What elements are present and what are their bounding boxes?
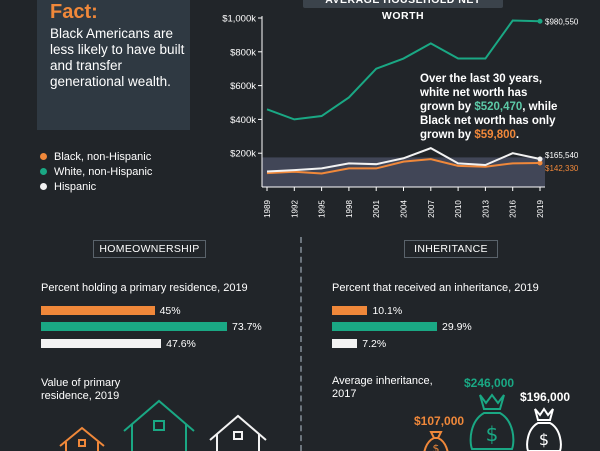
x-tick-label: 1989 xyxy=(263,200,272,218)
homeownership-bar-black xyxy=(41,306,155,315)
x-tick-label: 2016 xyxy=(509,200,518,218)
inheritance-value-hispanic: 7.2% xyxy=(362,338,387,350)
x-tick-label: 1992 xyxy=(290,200,299,218)
y-tick-label: $400k xyxy=(230,115,256,126)
homeownership-header: HOMEOWNERSHIP xyxy=(93,240,206,258)
y-tick-label: $200k xyxy=(230,149,256,160)
annotation-white-growth: $520,470 xyxy=(474,101,523,113)
inheritance-value-white: 29.9% xyxy=(442,321,472,333)
x-tick-label: 2010 xyxy=(454,200,463,218)
x-tick-label: 2004 xyxy=(400,200,409,218)
end-label-white: $980,550 xyxy=(545,17,579,26)
annotation-text-2: , while Black net worth has only grown b… xyxy=(420,101,558,141)
inheritance-amount-black: $107,000 xyxy=(414,414,465,428)
series-line-white xyxy=(266,19,541,121)
house-icon xyxy=(123,399,195,451)
legend-item-white: White, non-Hispanic xyxy=(40,164,152,179)
x-tick-label: 2019 xyxy=(536,200,545,218)
series-end-point xyxy=(537,156,543,162)
inheritance-header: INHERITANCE xyxy=(404,240,498,258)
chart-annotation: Over the last 30 years, white net worth … xyxy=(420,72,560,142)
x-tick-label: 1995 xyxy=(318,200,327,218)
legend-item-black: Black, non-Hispanic xyxy=(40,149,152,164)
svg-text:$: $ xyxy=(486,422,499,446)
inheritance-value-black: 10.1% xyxy=(372,305,403,317)
money-bag-icon: $ xyxy=(423,431,449,451)
homeownership-value-white: 73.7% xyxy=(232,321,262,333)
y-tick-label: $1,000k xyxy=(222,14,256,25)
section-divider xyxy=(300,237,302,451)
fact-title: Fact: xyxy=(50,1,98,23)
end-label-black: $142,330 xyxy=(545,164,579,173)
inheritance-bar-white xyxy=(332,322,437,331)
inheritance-amount-hispanic: $196,000 xyxy=(520,390,571,404)
homeownership-value-black: 45% xyxy=(159,305,181,317)
net-worth-chart: $200k $400k $600k $800k $1,000k 1989 1992 1995 1… xyxy=(222,14,579,218)
series-line-black xyxy=(266,158,541,175)
homeownership-value-hispanic: 47.6% xyxy=(166,338,196,350)
money-bag-icon: $ xyxy=(526,407,562,451)
x-tick-label: 2007 xyxy=(427,200,436,218)
x-tick-label: 1998 xyxy=(345,200,354,218)
homeownership-subtitle: Percent holding a primary residence, 201… xyxy=(41,282,248,294)
money-bag-icon: $ xyxy=(469,393,515,450)
annotation-black-growth: $59,800 xyxy=(474,129,516,141)
homeownership-bar-hispanic xyxy=(41,339,162,348)
residence-value-label: Value of primary residence, 2019 xyxy=(41,377,121,402)
annotation-text-1: Over the last 30 years, white net worth … xyxy=(420,73,543,113)
svg-text:$: $ xyxy=(539,430,549,449)
chart-title: AVERAGE HOUSEHOLD NET WORTH xyxy=(303,0,503,22)
inheritance-bar-hispanic xyxy=(332,339,358,348)
legend-dot-black xyxy=(40,153,47,160)
inheritance-subtitle: Percent that received an inheritance, 20… xyxy=(332,282,539,294)
chart-legend: Black, non-Hispanic White, non-Hispanic … xyxy=(40,149,152,194)
inheritance-avg-label: Average inheritance, 2017 xyxy=(332,375,433,400)
annotation-text-3: . xyxy=(515,129,520,141)
legend-label-white: White, non-Hispanic xyxy=(54,165,153,178)
homeownership-bar-white xyxy=(41,322,227,331)
legend-dot-hispanic xyxy=(40,183,47,190)
series-end-point xyxy=(537,18,543,24)
svg-text:$: $ xyxy=(433,442,440,451)
legend-label-hispanic: Hispanic xyxy=(54,180,97,193)
inheritance-bar-black xyxy=(332,306,368,315)
x-tick-label: 2001 xyxy=(372,200,381,218)
house-icon xyxy=(59,426,105,451)
series-end-point xyxy=(537,160,543,166)
fact-text: Black Americans are less likely to have … xyxy=(50,26,185,89)
inheritance-amount-white: $246,000 xyxy=(464,376,515,390)
legend-item-hispanic: Hispanic xyxy=(40,179,152,194)
x-tick-label: 2013 xyxy=(481,200,490,218)
y-tick-label: $800k xyxy=(230,47,256,58)
fact-box: Fact: Black Americans are less likely to… xyxy=(37,0,190,130)
legend-dot-white xyxy=(40,168,47,175)
house-icon xyxy=(209,414,267,451)
end-label-hispanic: $165,540 xyxy=(545,151,579,160)
series-line-hispanic xyxy=(266,147,541,173)
legend-label-black: Black, non-Hispanic xyxy=(54,150,152,163)
y-tick-label: $600k xyxy=(230,81,256,92)
